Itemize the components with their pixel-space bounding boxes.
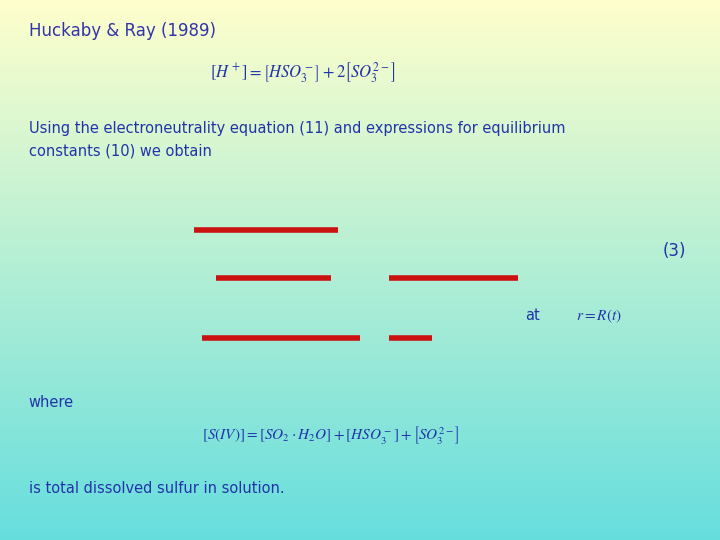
- Text: constants (10) we obtain: constants (10) we obtain: [29, 143, 212, 158]
- Text: $\left[S(IV)\right]= \left[SO_2 \cdot H_2O\right]+ \left[HSO_3^-\right] + \left[: $\left[S(IV)\right]= \left[SO_2 \cdot H_…: [202, 424, 460, 446]
- Text: at: at: [526, 308, 540, 323]
- Text: Using the electroneutrality equation (11) and expressions for equilibrium: Using the electroneutrality equation (11…: [29, 122, 565, 137]
- Text: $r = R(t)$: $r = R(t)$: [576, 307, 622, 325]
- Text: Huckaby & Ray (1989): Huckaby & Ray (1989): [29, 22, 216, 39]
- Text: $\left[H^+\right] = \left[HSO_3^-\right] + 2\left[SO_3^{2-}\right]$: $\left[H^+\right] = \left[HSO_3^-\right]…: [210, 60, 395, 85]
- Text: is total dissolved sulfur in solution.: is total dissolved sulfur in solution.: [29, 481, 284, 496]
- Text: where: where: [29, 395, 74, 410]
- Text: (3): (3): [662, 242, 686, 260]
